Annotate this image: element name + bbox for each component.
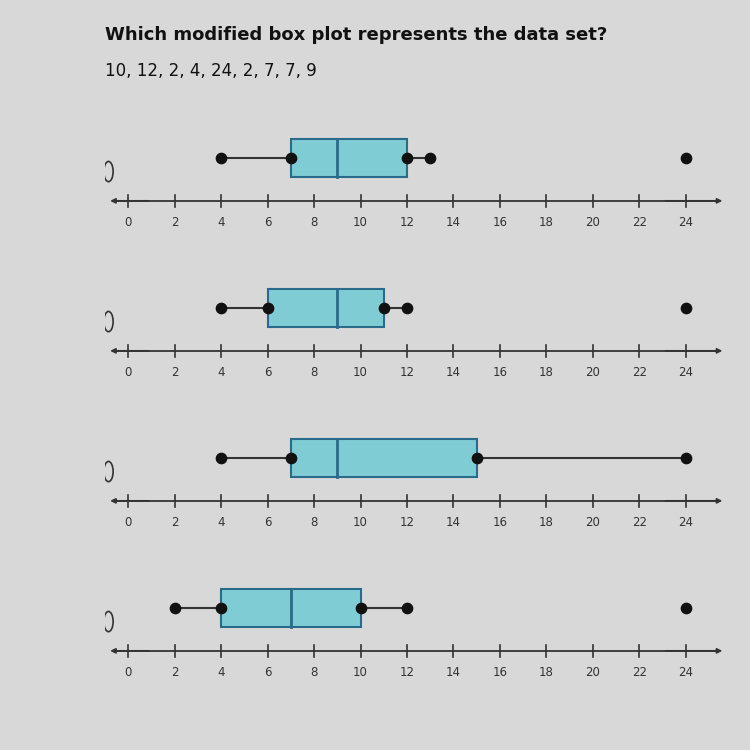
Text: 6: 6	[264, 516, 272, 529]
Bar	[268, 289, 384, 327]
Text: 4: 4	[217, 366, 225, 379]
Text: 22: 22	[632, 366, 646, 379]
Point	[680, 302, 692, 314]
Text: 0: 0	[124, 216, 132, 229]
Point	[680, 452, 692, 464]
Text: 6: 6	[264, 366, 272, 379]
Text: 20: 20	[585, 366, 600, 379]
Text: 22: 22	[632, 516, 646, 529]
Text: 0: 0	[124, 516, 132, 529]
Point	[285, 152, 297, 164]
Text: 2: 2	[171, 666, 178, 679]
Point	[424, 152, 436, 164]
Text: 4: 4	[217, 666, 225, 679]
Text: 4: 4	[217, 216, 225, 229]
Text: 12: 12	[400, 666, 415, 679]
Point	[471, 452, 483, 464]
Point	[215, 302, 227, 314]
Text: 16: 16	[492, 516, 507, 529]
Text: 14: 14	[446, 666, 461, 679]
Text: Which modified box plot represents the data set?: Which modified box plot represents the d…	[105, 26, 608, 44]
Text: 12: 12	[400, 216, 415, 229]
Text: 0: 0	[124, 366, 132, 379]
Text: 24: 24	[678, 666, 693, 679]
Point	[169, 602, 181, 614]
Text: 4: 4	[217, 516, 225, 529]
Text: 6: 6	[264, 216, 272, 229]
Text: 16: 16	[492, 666, 507, 679]
Text: 18: 18	[539, 216, 554, 229]
Text: 10: 10	[353, 216, 368, 229]
Point	[215, 602, 227, 614]
Point	[401, 152, 413, 164]
Text: 14: 14	[446, 216, 461, 229]
Text: 14: 14	[446, 516, 461, 529]
Bar	[291, 139, 407, 177]
Text: 20: 20	[585, 216, 600, 229]
Text: 6: 6	[264, 666, 272, 679]
Point	[401, 602, 413, 614]
Text: 24: 24	[678, 216, 693, 229]
Point	[215, 152, 227, 164]
Text: 2: 2	[171, 366, 178, 379]
Text: 18: 18	[539, 516, 554, 529]
Bar	[291, 439, 477, 477]
Text: 22: 22	[632, 216, 646, 229]
Text: 0: 0	[124, 666, 132, 679]
Text: 14: 14	[446, 366, 461, 379]
Point	[215, 452, 227, 464]
Point	[680, 152, 692, 164]
Text: 18: 18	[539, 666, 554, 679]
Text: 8: 8	[310, 516, 318, 529]
Text: 2: 2	[171, 216, 178, 229]
Text: 22: 22	[632, 666, 646, 679]
Bar	[221, 589, 361, 627]
Text: 18: 18	[539, 366, 554, 379]
Point	[680, 602, 692, 614]
Text: 8: 8	[310, 366, 318, 379]
Point	[378, 302, 390, 314]
Text: 10: 10	[353, 516, 368, 529]
Text: 12: 12	[400, 516, 415, 529]
Text: 20: 20	[585, 666, 600, 679]
Text: 10: 10	[353, 666, 368, 679]
Text: 8: 8	[310, 216, 318, 229]
Text: 10: 10	[353, 366, 368, 379]
Text: 24: 24	[678, 366, 693, 379]
Text: 16: 16	[492, 366, 507, 379]
Text: 20: 20	[585, 516, 600, 529]
Text: 8: 8	[310, 666, 318, 679]
Text: 16: 16	[492, 216, 507, 229]
Point	[262, 302, 274, 314]
Text: 24: 24	[678, 516, 693, 529]
Point	[401, 302, 413, 314]
Text: 10, 12, 2, 4, 24, 2, 7, 7, 9: 10, 12, 2, 4, 24, 2, 7, 7, 9	[105, 62, 316, 80]
Point	[355, 602, 367, 614]
Text: 12: 12	[400, 366, 415, 379]
Text: 2: 2	[171, 516, 178, 529]
Point	[285, 452, 297, 464]
